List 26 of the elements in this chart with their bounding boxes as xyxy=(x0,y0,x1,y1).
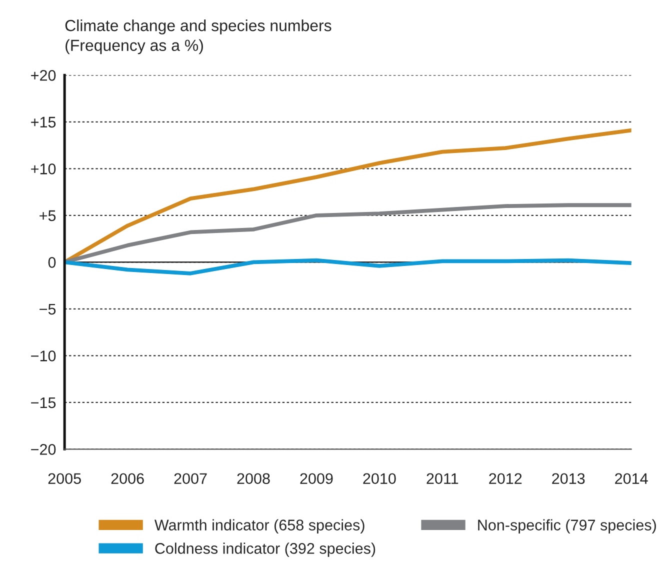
x-tick-label: 2010 xyxy=(363,473,396,484)
y-tick-label: +5 xyxy=(40,210,56,222)
x-tick-label: 2006 xyxy=(111,473,144,484)
y-tick-label: +15 xyxy=(31,116,56,128)
x-tick-label: 2013 xyxy=(552,473,585,484)
x-tick-label: 2011 xyxy=(426,473,458,484)
x-tick-label: 2014 xyxy=(615,473,648,484)
y-tick-label: −15 xyxy=(31,397,56,408)
x-tick-label: 2005 xyxy=(48,473,81,484)
x-tick-label: 2007 xyxy=(174,473,207,484)
y-tick-label: −20 xyxy=(31,444,56,455)
legend-label: Non-specific (797 species) xyxy=(478,519,656,534)
chart-title: Climate change and species numbers xyxy=(65,20,332,34)
y-tick-label: −5 xyxy=(40,304,56,315)
legend-label: Warmth indicator (658 species) xyxy=(154,519,364,534)
y-tick-label: +10 xyxy=(31,164,56,174)
line-series xyxy=(64,203,632,264)
x-tick-label: 2008 xyxy=(237,473,270,484)
chart-subtitle: (Frequency as a %) xyxy=(66,39,203,54)
legend-label: Coldness indicator (392 species) xyxy=(155,542,376,557)
y-tick-label: 0 xyxy=(48,257,56,268)
x-tick-label: 2009 xyxy=(300,473,333,484)
y-tick-label: −10 xyxy=(31,350,56,362)
y-tick-label: +20 xyxy=(31,70,56,81)
line-series xyxy=(64,258,632,276)
x-tick-label: 2012 xyxy=(489,473,522,484)
